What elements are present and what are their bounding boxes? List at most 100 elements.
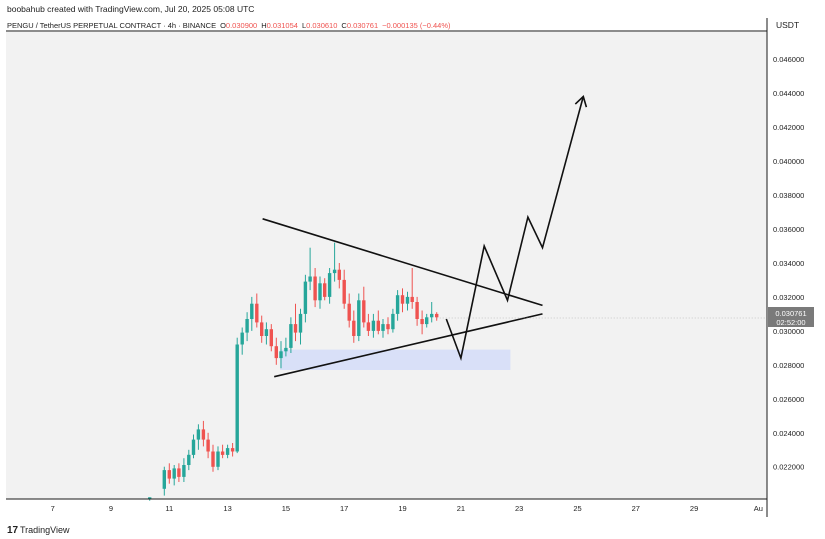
candle: [235, 337, 239, 454]
y-tick-label: 0.038000: [773, 191, 804, 200]
last-price-badge: [768, 307, 814, 327]
candle-body: [172, 468, 176, 479]
time-axis[interactable]: 7 9 11 13 15 17 19 21 23 25 27 29 Au: [51, 504, 763, 513]
open-value: 0.030900: [226, 21, 257, 30]
drawings-layer: [262, 95, 767, 378]
symbol-text: PENGU / TetherUS PERPETUAL CONTRACT · 4h…: [7, 21, 216, 30]
y-tick-label: 0.034000: [773, 259, 804, 268]
candle: [196, 424, 201, 450]
y-tick-label: 0.032000: [773, 293, 804, 302]
candle-body: [240, 332, 244, 345]
x-tick-label: 19: [398, 504, 406, 513]
candle: [357, 293, 361, 342]
candle-body: [342, 279, 346, 304]
candle: [400, 288, 405, 313]
candle: [201, 420, 206, 447]
y-tick-label: 0.042000: [773, 123, 804, 132]
candle-body: [298, 313, 303, 333]
candle-body: [250, 303, 254, 319]
credit-text: boobahub created with TradingView.com, J…: [7, 4, 254, 14]
support-zone-layer: [280, 349, 511, 370]
candle: [269, 324, 273, 352]
candle: [430, 302, 434, 323]
price-axis[interactable]: 0.022000 0.024000 0.026000 0.028000 0.030000…: [773, 55, 804, 472]
tradingview-logo-text: TradingView: [20, 525, 70, 535]
candle: [323, 278, 327, 301]
candle: [366, 313, 371, 336]
y-tick-label: 0.024000: [773, 429, 804, 438]
y-tick-label: 0.030000: [773, 327, 804, 336]
candle: [264, 322, 269, 345]
candle-body: [148, 497, 152, 499]
candle-body: [225, 448, 230, 455]
low-value: 0.030610: [306, 21, 337, 30]
candle-body: [313, 276, 317, 301]
candle-body: [187, 454, 191, 465]
candle: [313, 268, 317, 308]
projection-arrowhead: [574, 95, 588, 108]
candle-body: [230, 448, 235, 452]
candle: [260, 315, 264, 343]
candle-body: [289, 324, 293, 348]
candle-body: [410, 296, 414, 302]
candle-body: [196, 429, 201, 440]
candle-body: [284, 347, 288, 352]
x-tick-label: 27: [632, 504, 640, 513]
candle: [318, 276, 322, 309]
candle: [425, 313, 429, 328]
candle-body: [206, 439, 210, 452]
candle-body: [167, 470, 171, 479]
candle-body: [245, 319, 249, 333]
candle-body: [362, 300, 366, 323]
x-tick-label: 29: [690, 504, 698, 513]
candle-body: [347, 303, 351, 321]
candle-body: [162, 470, 166, 489]
triangle-lower-trendline: [274, 313, 543, 378]
change-value: −0.000135 (−0.44%): [382, 21, 451, 30]
x-tick-label: 21: [457, 504, 465, 513]
candle: [162, 466, 166, 496]
candle-body: [274, 346, 278, 359]
y-tick-label: 0.046000: [773, 55, 804, 64]
candle-body: [216, 451, 220, 467]
open-label: O: [220, 21, 226, 30]
x-tick-label: 17: [340, 504, 348, 513]
candle-body: [235, 344, 239, 452]
candle: [352, 310, 356, 343]
candle-body: [425, 317, 429, 325]
candle: [172, 465, 176, 486]
candle: [293, 303, 298, 342]
candle-body: [376, 320, 380, 331]
candle-body: [435, 313, 439, 318]
candle-body: [357, 300, 361, 336]
candle-body: [323, 283, 327, 297]
support-zone: [280, 349, 511, 370]
candle: [279, 341, 283, 369]
candle: [220, 444, 225, 459]
candle-body: [327, 273, 332, 297]
candle: [435, 312, 439, 321]
candle: [371, 313, 376, 338]
candle: [420, 310, 424, 335]
candle-body: [337, 269, 341, 280]
candle-body: [420, 319, 424, 325]
currency-label[interactable]: USDT: [776, 20, 799, 30]
x-tick-label: Au: [754, 504, 763, 513]
plot-area[interactable]: [6, 32, 767, 499]
candle: [206, 432, 210, 459]
candle: [395, 290, 400, 321]
y-tick-label: 0.044000: [773, 89, 804, 98]
candle: [191, 434, 196, 459]
candle: [187, 449, 191, 471]
triangle-upper-trendline: [262, 218, 543, 307]
tradingview-logo[interactable]: 17 TradingView: [7, 525, 70, 536]
candle-body: [177, 468, 181, 477]
y-tick-label: 0.040000: [773, 157, 804, 166]
y-tick-label: 0.026000: [773, 395, 804, 404]
candle-body: [191, 439, 196, 455]
y-tick-label: 0.028000: [773, 361, 804, 370]
x-tick-label: 9: [109, 504, 113, 513]
candle: [284, 337, 288, 357]
candle-body: [182, 465, 186, 477]
